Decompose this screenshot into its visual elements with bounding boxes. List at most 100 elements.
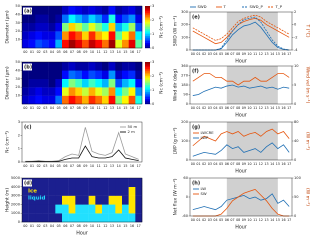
x-tick-label: 01	[30, 224, 34, 228]
heatmap-cell	[28, 95, 36, 105]
heatmap-cell	[68, 78, 76, 88]
y-tick-label: 3	[18, 120, 20, 124]
panel-label: (a)	[24, 9, 32, 15]
x-tick-label: 08	[77, 164, 81, 168]
x-tick-label: 15	[123, 50, 127, 54]
heatmap-cell	[48, 62, 56, 71]
heatmap-cell	[102, 22, 109, 32]
x-tick-label: 12	[103, 224, 107, 228]
heatmap-cell	[82, 14, 89, 23]
heatmap-cell	[55, 70, 63, 79]
x-tick-label: 17	[137, 50, 141, 54]
heatmap-cell	[55, 186, 63, 196]
heatmap-cell	[128, 39, 136, 49]
y-tick-label: 40	[15, 68, 20, 72]
shaded-period	[226, 66, 278, 104]
heatmap-cell	[68, 213, 76, 223]
heatmap-cell	[135, 195, 143, 205]
x-tick-label: 11	[97, 50, 101, 54]
heatmap-cell	[22, 14, 29, 23]
x-tick-label: 04	[213, 106, 217, 110]
plot-frame	[189, 11, 293, 51]
x-tick-label: 05	[219, 52, 223, 56]
x-tick-label: 05	[57, 224, 61, 228]
colorbar-segment	[145, 9, 150, 12]
x-tick-label: 09	[242, 106, 246, 110]
heatmap-cell	[95, 95, 103, 105]
x-tick-label: 00	[191, 218, 195, 222]
colorbar-segment	[145, 95, 150, 98]
x-tick-label: 08	[236, 218, 240, 222]
y-axis-label: SWD (W m⁻²)	[173, 16, 179, 46]
series-line	[192, 128, 290, 147]
heatmap-cell	[55, 22, 63, 32]
heatmap-cell	[48, 22, 56, 32]
heatmap-cell	[68, 178, 76, 187]
heatmap-cell	[55, 95, 63, 105]
heatmap-cell	[82, 213, 89, 223]
x-tick-label: 10	[247, 218, 251, 222]
y-axis-label: Wind dir (deg)	[173, 69, 179, 101]
heatmap-cell	[102, 204, 109, 214]
x-tick-label: 03	[43, 164, 47, 168]
heatmap-cell	[55, 87, 63, 96]
heatmap-cell	[122, 70, 129, 79]
heatmap-cell	[82, 195, 89, 205]
heatmap-cell	[128, 186, 136, 196]
x-tick-label: 05	[219, 218, 223, 222]
x-tick-label: 11	[253, 106, 257, 110]
heatmap-cell	[62, 14, 69, 23]
x-tick-label: 09	[242, 52, 246, 56]
x-tick-label: 10	[247, 162, 251, 166]
x-tick-label: 17	[287, 106, 291, 110]
x-tick-label: 08	[236, 52, 240, 56]
shaded-period	[226, 122, 278, 160]
heatmap-cell	[75, 39, 83, 49]
colorbar-tick-label: 1	[152, 32, 154, 36]
panel-label-bg	[23, 179, 32, 187]
x-tick-label: 11	[97, 224, 101, 228]
x-tick-label: 06	[225, 106, 229, 110]
heatmap-cell	[122, 14, 129, 23]
x-tick-label: 13	[264, 218, 268, 222]
heatmap-cell	[68, 6, 76, 15]
x-tick-label: 05	[57, 50, 61, 54]
heatmap-cell	[35, 195, 43, 205]
heatmap-cell	[128, 6, 136, 15]
x-tick-label: 04	[213, 218, 217, 222]
x-tick-label: 06	[63, 224, 67, 228]
colorbar-segment	[145, 91, 150, 94]
x-tick-label: 12	[103, 106, 107, 110]
heatmap-cell	[62, 78, 69, 88]
x-tick-label: 11	[97, 164, 101, 168]
heatmap-cell	[62, 178, 69, 187]
x-tick-label: 05	[219, 162, 223, 166]
heatmap-cell	[28, 70, 36, 79]
y-tick-label: 270	[181, 74, 189, 78]
y2-axis-label: (W m⁻²)	[305, 132, 311, 150]
colorbar-segment	[145, 98, 150, 101]
heatmap-cell	[62, 95, 69, 105]
x-tick-label: 02	[37, 50, 41, 54]
x-tick-label: 03	[208, 162, 212, 166]
heatmap-cell	[108, 78, 116, 88]
x-tick-label: 07	[70, 50, 74, 54]
x-tick-label: 09	[242, 218, 246, 222]
x-tick-label: 14	[117, 106, 121, 110]
colorbar-segment	[145, 18, 150, 21]
colorbar-segment	[145, 70, 150, 73]
legend-label: SWD	[198, 4, 207, 9]
heatmap-cell	[128, 62, 136, 71]
x-tick-label: 14	[270, 106, 274, 110]
colorbar-segment	[145, 44, 150, 47]
colorbar-segment	[145, 79, 150, 82]
heatmap-cell	[75, 95, 83, 105]
legend-label: LWCRE	[201, 130, 215, 135]
x-axis-label: Hour	[235, 59, 247, 65]
x-tick-label: 16	[130, 224, 134, 228]
heatmap-cell	[135, 87, 143, 96]
y2-tick-label: 2	[294, 10, 296, 14]
heatmap-cell	[75, 204, 83, 214]
colorbar-segment	[145, 102, 150, 105]
x-tick-label: 03	[43, 50, 47, 54]
